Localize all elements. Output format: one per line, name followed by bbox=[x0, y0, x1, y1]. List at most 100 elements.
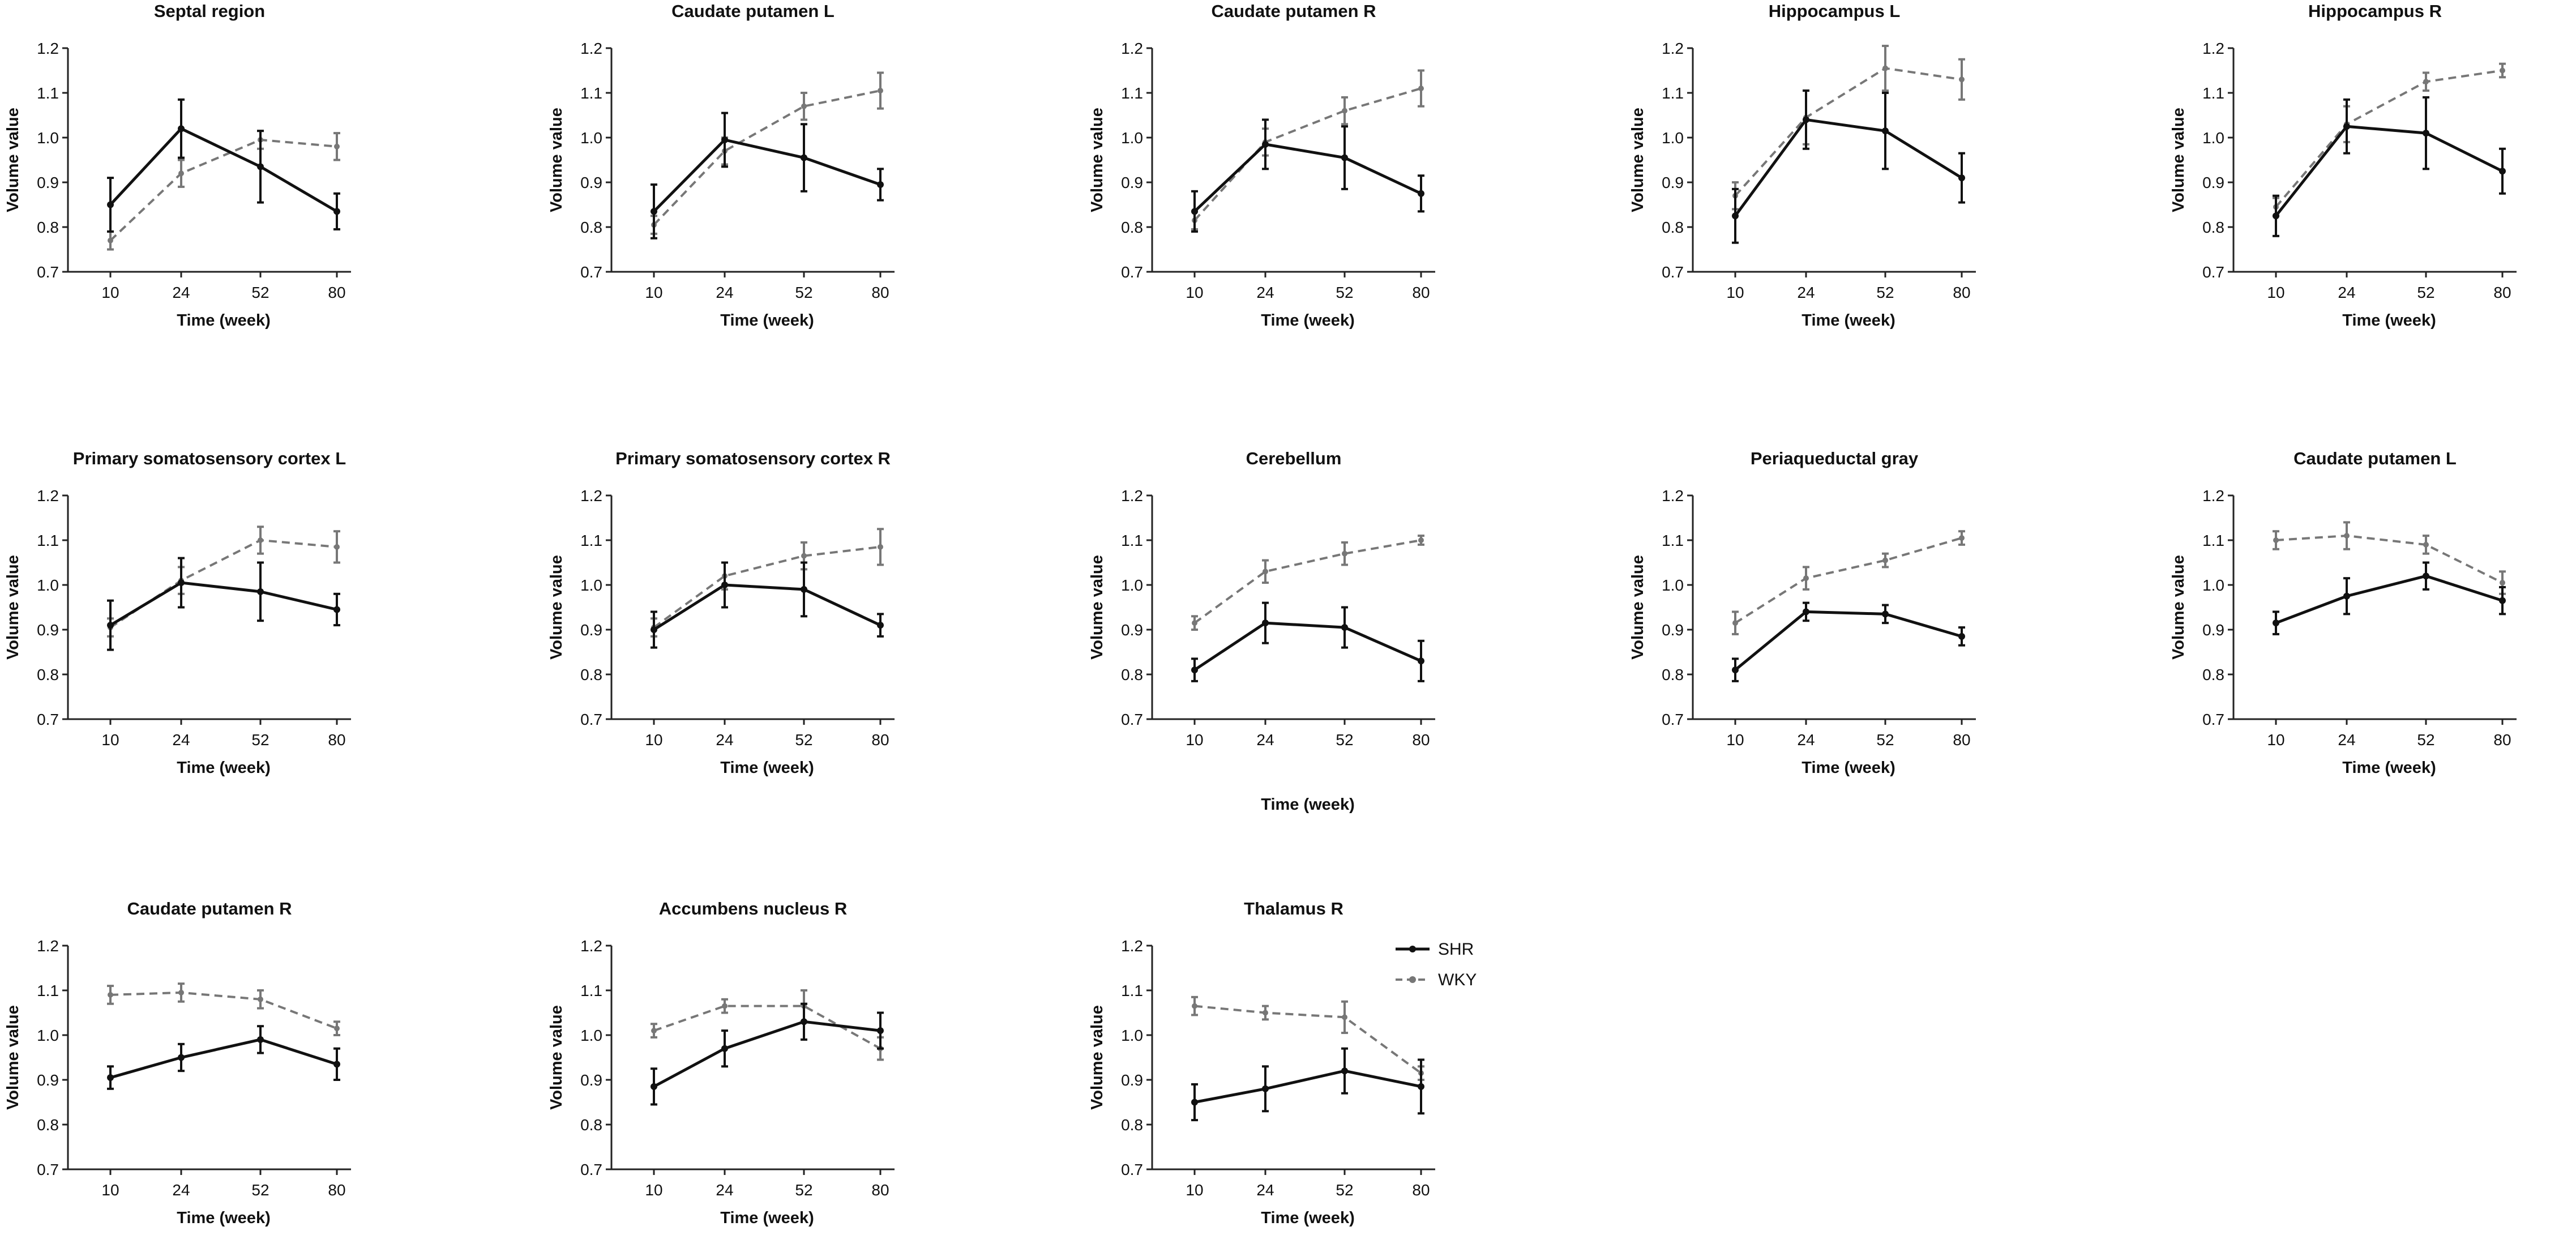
data-point-shr bbox=[721, 136, 728, 143]
x-tick-label: 10 bbox=[2267, 284, 2284, 301]
chart-panel: Primary somatosensory cortex L 0.7 0.8 0.9 1… bbox=[4, 448, 351, 777]
x-tick-label: 24 bbox=[2338, 284, 2355, 301]
data-point-wky bbox=[108, 992, 113, 998]
x-tick-label: 52 bbox=[2417, 731, 2434, 749]
y-tick-label: 1.0 bbox=[2202, 129, 2224, 147]
x-tick-label: 52 bbox=[251, 731, 269, 749]
data-point-shr bbox=[1418, 1083, 1424, 1090]
chart-title: Septal region bbox=[154, 1, 265, 21]
y-axis-label: Volume value bbox=[547, 1005, 566, 1110]
series-line-wky bbox=[109, 138, 337, 242]
x-tick-label: 52 bbox=[795, 731, 812, 749]
series-line-wky bbox=[1193, 87, 1422, 221]
series-line-shr bbox=[2275, 125, 2504, 217]
chart-panel: Caudate putamen L 0.7 0.8 0.9 1.0 1.1 1.2 10 24 5… bbox=[547, 1, 895, 330]
data-point-shr bbox=[1191, 666, 1198, 674]
data-point-shr bbox=[2343, 592, 2350, 600]
y-tick-label: 0.8 bbox=[37, 219, 59, 236]
x-tick-label: 80 bbox=[2493, 731, 2511, 749]
x-tick-label: 24 bbox=[1256, 1181, 1274, 1199]
y-tick-label: 1.2 bbox=[1121, 487, 1143, 505]
data-point-wky bbox=[801, 103, 807, 109]
data-point-shr bbox=[2423, 572, 2429, 580]
legend: SHR WKY bbox=[1396, 940, 1477, 989]
y-axis-label: Volume value bbox=[1629, 555, 1647, 660]
data-point-shr bbox=[2423, 130, 2429, 137]
data-point-wky bbox=[2344, 533, 2350, 539]
x-axis-label: Time (week) bbox=[1261, 1209, 1354, 1227]
x-tick-label: 10 bbox=[101, 1181, 119, 1199]
y-tick-label: 0.7 bbox=[1121, 1161, 1143, 1178]
data-point-shr bbox=[1418, 190, 1424, 197]
chart-title: Hippocampus R bbox=[2308, 1, 2442, 21]
chart-panel: Caudate putamen R 0.7 0.8 0.9 1.0 1.1 1.2 10 24 5… bbox=[1088, 1, 1435, 330]
y-tick-label: 1.0 bbox=[37, 129, 59, 147]
y-tick-label: 0.9 bbox=[580, 174, 602, 191]
x-tick-label: 80 bbox=[871, 1181, 889, 1199]
y-tick-label: 0.7 bbox=[580, 1161, 602, 1178]
data-point-wky bbox=[1342, 108, 1347, 114]
x-tick-label: 80 bbox=[1412, 1181, 1430, 1199]
series-line-wky bbox=[109, 539, 337, 629]
y-tick-label: 0.9 bbox=[580, 621, 602, 639]
data-point-wky bbox=[1263, 1010, 1268, 1016]
data-point-wky bbox=[651, 1028, 657, 1034]
data-point-shr bbox=[257, 588, 264, 595]
y-axis-label: Volume value bbox=[547, 108, 566, 212]
y-tick-label: 0.7 bbox=[1662, 711, 1684, 728]
data-point-wky bbox=[178, 989, 184, 995]
data-point-wky bbox=[1342, 1014, 1347, 1020]
x-axis-label: Time (week) bbox=[177, 759, 270, 777]
x-tick-label: 10 bbox=[2267, 731, 2284, 749]
data-point-shr bbox=[877, 622, 884, 629]
y-tick-label: 1.0 bbox=[37, 1027, 59, 1044]
data-point-shr bbox=[178, 1054, 185, 1061]
y-tick-label: 1.2 bbox=[37, 40, 59, 57]
x-tick-label: 80 bbox=[871, 731, 889, 749]
data-point-shr bbox=[721, 582, 728, 588]
x-tick-label: 52 bbox=[795, 1181, 812, 1199]
data-point-shr bbox=[877, 181, 884, 188]
data-point-shr bbox=[257, 163, 264, 170]
y-axis-label: Volume value bbox=[1629, 108, 1647, 212]
data-point-wky bbox=[2273, 537, 2279, 543]
x-axis-label: Time (week) bbox=[177, 311, 270, 330]
y-tick-label: 1.1 bbox=[1662, 84, 1684, 102]
x-axis-label: Time (week) bbox=[1802, 311, 1895, 330]
series-line-wky bbox=[653, 89, 881, 226]
y-tick-label: 1.2 bbox=[1662, 487, 1684, 505]
chart-title: Caudate putamen L bbox=[671, 1, 835, 21]
chart-title: Caudate putamen L bbox=[2293, 448, 2457, 468]
y-tick-label: 1.2 bbox=[1662, 40, 1684, 57]
legend-label-wky: WKY bbox=[1438, 971, 1477, 989]
y-tick-label: 1.2 bbox=[1121, 40, 1143, 57]
data-point-wky bbox=[258, 996, 263, 1002]
y-tick-label: 1.2 bbox=[580, 487, 602, 505]
data-point-wky bbox=[2500, 67, 2505, 74]
x-tick-label: 10 bbox=[1726, 731, 1744, 749]
y-tick-label: 1.1 bbox=[2202, 532, 2224, 549]
data-point-wky bbox=[334, 143, 340, 149]
data-point-shr bbox=[1262, 140, 1269, 148]
series-line-shr bbox=[653, 583, 882, 631]
data-point-shr bbox=[1882, 127, 1889, 135]
y-tick-label: 1.0 bbox=[1662, 129, 1684, 147]
data-point-shr bbox=[801, 1018, 807, 1025]
x-axis-label: Time (week) bbox=[2342, 759, 2436, 777]
x-tick-label: 10 bbox=[101, 731, 119, 749]
y-tick-label: 0.8 bbox=[1121, 1116, 1143, 1134]
series-line-shr bbox=[2275, 574, 2503, 625]
x-tick-label: 52 bbox=[1336, 731, 1353, 749]
x-tick-label: 80 bbox=[1953, 731, 1970, 749]
data-point-wky bbox=[722, 1003, 728, 1009]
series-line-shr bbox=[1193, 621, 1422, 672]
x-tick-label: 10 bbox=[1186, 1181, 1203, 1199]
data-point-shr bbox=[1732, 666, 1739, 674]
data-point-wky bbox=[878, 544, 883, 550]
y-tick-label: 0.9 bbox=[1121, 174, 1143, 191]
y-tick-label: 1.1 bbox=[37, 982, 59, 999]
y-tick-label: 1.0 bbox=[1121, 576, 1143, 594]
x-axis-label: Time (week) bbox=[720, 759, 814, 777]
data-point-shr bbox=[107, 1074, 114, 1082]
